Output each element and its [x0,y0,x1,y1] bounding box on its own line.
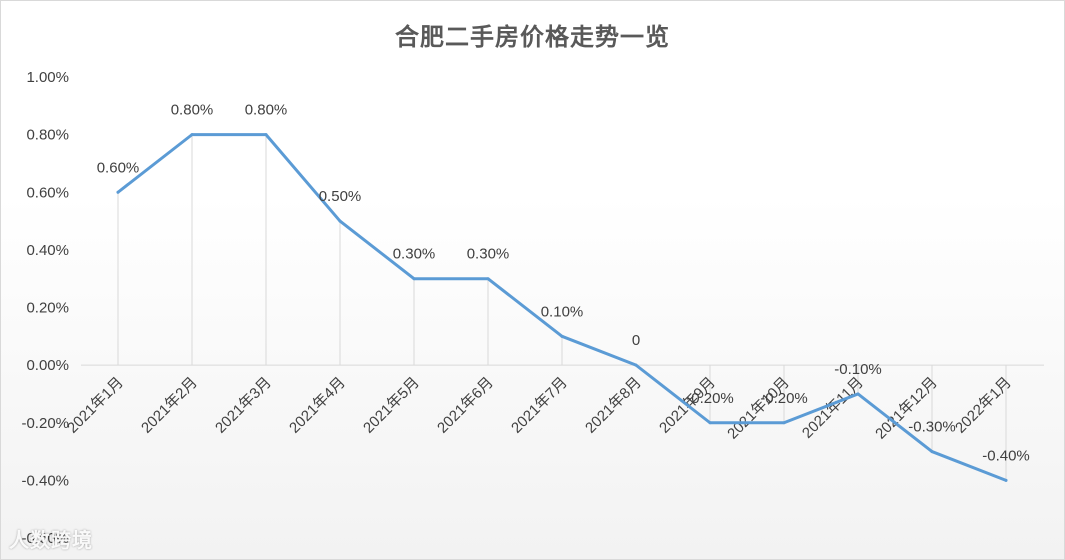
data-label: 0.60% [97,159,140,176]
data-point [116,190,120,194]
data-point [634,363,638,367]
data-label: -0.20% [760,390,808,407]
x-tick-label: 2021年4月 [286,374,349,437]
data-label: -0.30% [908,419,956,436]
data-point [930,450,934,454]
data-label: 0 [632,332,640,349]
chart-title: 合肥二手房价格走势一览 [395,22,670,51]
y-tick-label: 0.20% [26,300,69,317]
x-tick-label: 2022年1月 [952,374,1015,437]
data-label: 0.30% [467,246,510,263]
data-point [560,334,564,338]
y-tick-label: 1.00% [26,69,69,86]
y-tick-label: -0.40% [21,472,69,489]
x-tick-label: 2021年11月 [799,374,867,442]
data-point [782,421,786,425]
x-tick-label: 2021年2月 [138,374,201,437]
data-label: -0.40% [982,447,1030,464]
y-tick-label: -0.60% [21,530,69,547]
data-label: 0.30% [393,246,436,263]
data-point [708,421,712,425]
x-tick-label: 2021年10月 [724,374,793,443]
x-tick-label: 2021年1月 [64,374,127,437]
data-point [412,277,416,281]
y-tick-label: 0.80% [26,127,69,144]
data-point [264,133,268,137]
data-label: 0.80% [245,102,288,119]
x-tick-label: 2021年8月 [582,374,645,437]
y-tick-label: -0.20% [21,415,69,432]
data-point [190,133,194,137]
y-tick-label: 0.40% [26,242,69,259]
x-tick-label: 2021年5月 [360,374,423,437]
x-tick-label: 2021年3月 [212,374,275,437]
watermark-logo: 人数跨境 [9,528,93,552]
x-tick-label: 2021年7月 [508,374,571,437]
data-point [856,392,860,396]
data-label: -0.20% [686,390,734,407]
data-label: 0.80% [171,102,214,119]
y-tick-label: 0.60% [26,184,69,201]
data-point [338,219,342,223]
y-tick-label: 0.00% [26,357,69,374]
data-point [486,277,490,281]
x-tick-label: 2021年6月 [434,374,497,437]
data-label: 0.10% [541,303,584,320]
data-point [1004,478,1008,482]
data-label: 0.50% [319,188,362,205]
data-label: -0.10% [834,361,882,378]
